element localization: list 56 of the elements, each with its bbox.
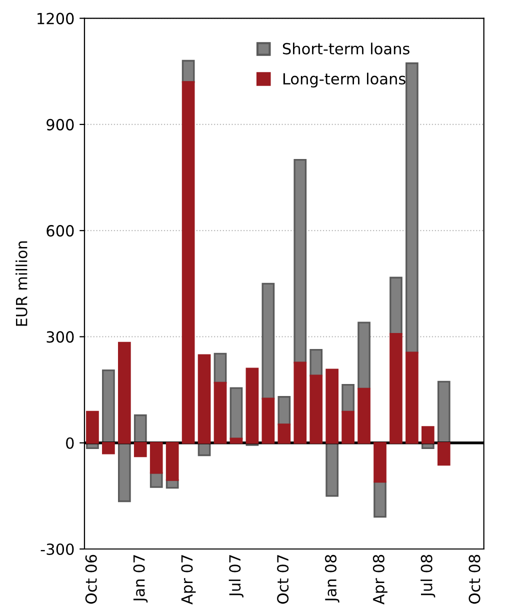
bar [326,368,339,444]
bar [310,374,323,444]
bar [86,410,99,444]
bar [342,410,354,444]
legend-label: Short-term loans [282,42,410,54]
x-tick-label: Jul 07 [228,555,244,598]
bar [214,382,227,444]
bar [326,442,339,497]
bar [310,348,323,376]
bar [118,342,131,444]
bar [198,354,211,444]
bar [374,442,386,483]
bar [390,333,402,444]
x-tick-label: Jan 07 [133,555,148,602]
bar [374,480,386,518]
bar [406,352,418,444]
y-tick-label: 600 [46,225,74,237]
x-tick-label: Oct 06 [85,554,97,604]
y-tick-label: -300 [40,543,74,556]
bar [422,426,434,444]
bar [230,438,243,444]
x-tick-label: Jan 08 [324,554,340,602]
y-tick-label: 300 [46,331,74,343]
bar [390,276,402,335]
bar [262,282,275,400]
bar [150,442,163,474]
y-tick-label: 1200 [38,12,74,24]
bar [182,60,195,83]
bar [342,384,354,413]
bar [214,352,227,384]
x-tick-label: Apr 07 [181,555,196,604]
y-axis-title: EUR million [16,241,28,326]
bar [278,396,291,426]
bar [358,322,370,390]
x-tick-label: Jul 08 [420,554,436,598]
bar [406,62,418,354]
y-tick-label: 900 [46,118,74,130]
bar [182,81,195,444]
bar [134,442,147,458]
bar [246,368,259,444]
bar [230,387,243,440]
bar [150,472,163,488]
bar [166,442,179,481]
bar [278,424,291,444]
bar [102,442,115,454]
y-tick-label: 0 [66,437,74,449]
x-tick-label: Oct 08 [468,554,480,604]
x-tick-label: Apr 08 [372,554,388,604]
legend-label: Long-term loans [283,72,406,88]
bar [437,442,450,466]
x-tick-label: Oct 07 [277,555,289,604]
bar [118,442,131,502]
bar [294,158,307,364]
bar [262,398,275,444]
bar [358,388,370,444]
bar [294,362,307,444]
